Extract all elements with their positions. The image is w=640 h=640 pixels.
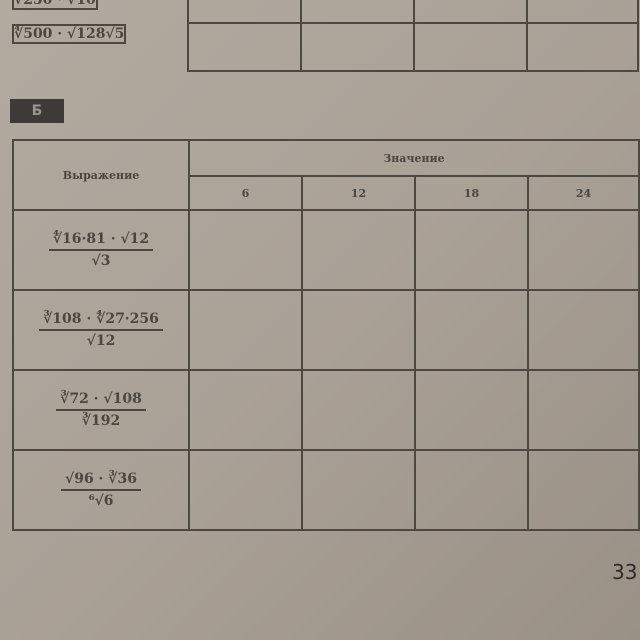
value-column-6: 6 [188, 175, 303, 211]
answer-cell[interactable] [414, 209, 529, 291]
answer-cell[interactable] [414, 289, 529, 371]
value-column-18: 18 [414, 175, 529, 211]
answer-cell[interactable] [527, 289, 640, 371]
expression-cell: ∜250 · √10 [12, 0, 98, 10]
expression: ∜16·81 · √12 √3 [48, 231, 154, 269]
answer-cell[interactable] [301, 369, 416, 451]
answer-cell[interactable] [527, 209, 640, 291]
table-row: ∛72 · √108 ∛192 [12, 369, 640, 451]
answer-cell[interactable] [301, 209, 416, 291]
expression-table: Выражение Значение 6 12 18 24 ∜16·81 · √… [12, 139, 640, 531]
answer-cell[interactable] [188, 289, 303, 371]
answer-cell[interactable] [188, 449, 303, 531]
value-column-24: 24 [527, 175, 640, 211]
expression-cell: ∜500 · √128√5 [12, 23, 127, 44]
table-row: ∛108 · ∜27·256 √12 [12, 289, 640, 371]
table-row: √96 · ∛36 ⁶√6 [12, 449, 640, 531]
value-column-12: 12 [301, 175, 416, 211]
answer-cell[interactable] [188, 209, 303, 291]
page-number: 33 [612, 560, 638, 584]
answer-cell[interactable] [188, 369, 303, 451]
previous-table: ∜250 · √10 ∜500 · √128√5 [12, 0, 639, 72]
answer-cell[interactable] [527, 449, 640, 531]
answer-cell[interactable] [414, 369, 529, 451]
expression: ∛108 · ∜27·256 √12 [39, 311, 163, 349]
header-value: Значение [188, 139, 640, 177]
expression: ∛72 · √108 ∛192 [56, 391, 146, 429]
table-row: ∜16·81 · √12 √3 [12, 209, 640, 291]
answer-cell[interactable] [301, 289, 416, 371]
expression: √96 · ∛36 ⁶√6 [61, 471, 141, 509]
answer-cell[interactable] [414, 449, 529, 531]
answer-cell[interactable] [527, 369, 640, 451]
section-badge: Б [10, 99, 64, 123]
header-expression: Выражение [12, 139, 190, 211]
answer-cell[interactable] [301, 449, 416, 531]
